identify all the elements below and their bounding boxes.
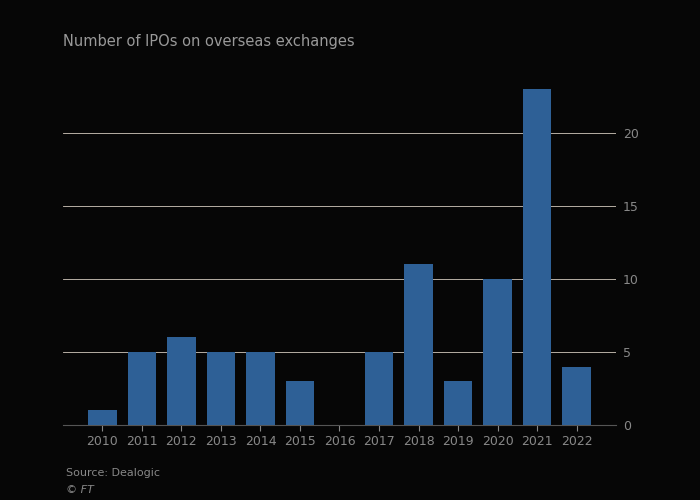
Text: Source: Dealogic: Source: Dealogic xyxy=(66,468,160,477)
Bar xyxy=(88,410,117,425)
Bar xyxy=(562,366,591,425)
Bar xyxy=(444,381,473,425)
Bar xyxy=(206,352,235,425)
Bar xyxy=(286,381,314,425)
Bar xyxy=(405,264,433,425)
Bar xyxy=(167,338,195,425)
Bar xyxy=(484,279,512,425)
Bar xyxy=(246,352,274,425)
Bar xyxy=(127,352,156,425)
Bar xyxy=(365,352,393,425)
Bar xyxy=(523,89,552,425)
Text: © FT: © FT xyxy=(66,485,94,495)
Text: Number of IPOs on overseas exchanges: Number of IPOs on overseas exchanges xyxy=(63,34,355,49)
